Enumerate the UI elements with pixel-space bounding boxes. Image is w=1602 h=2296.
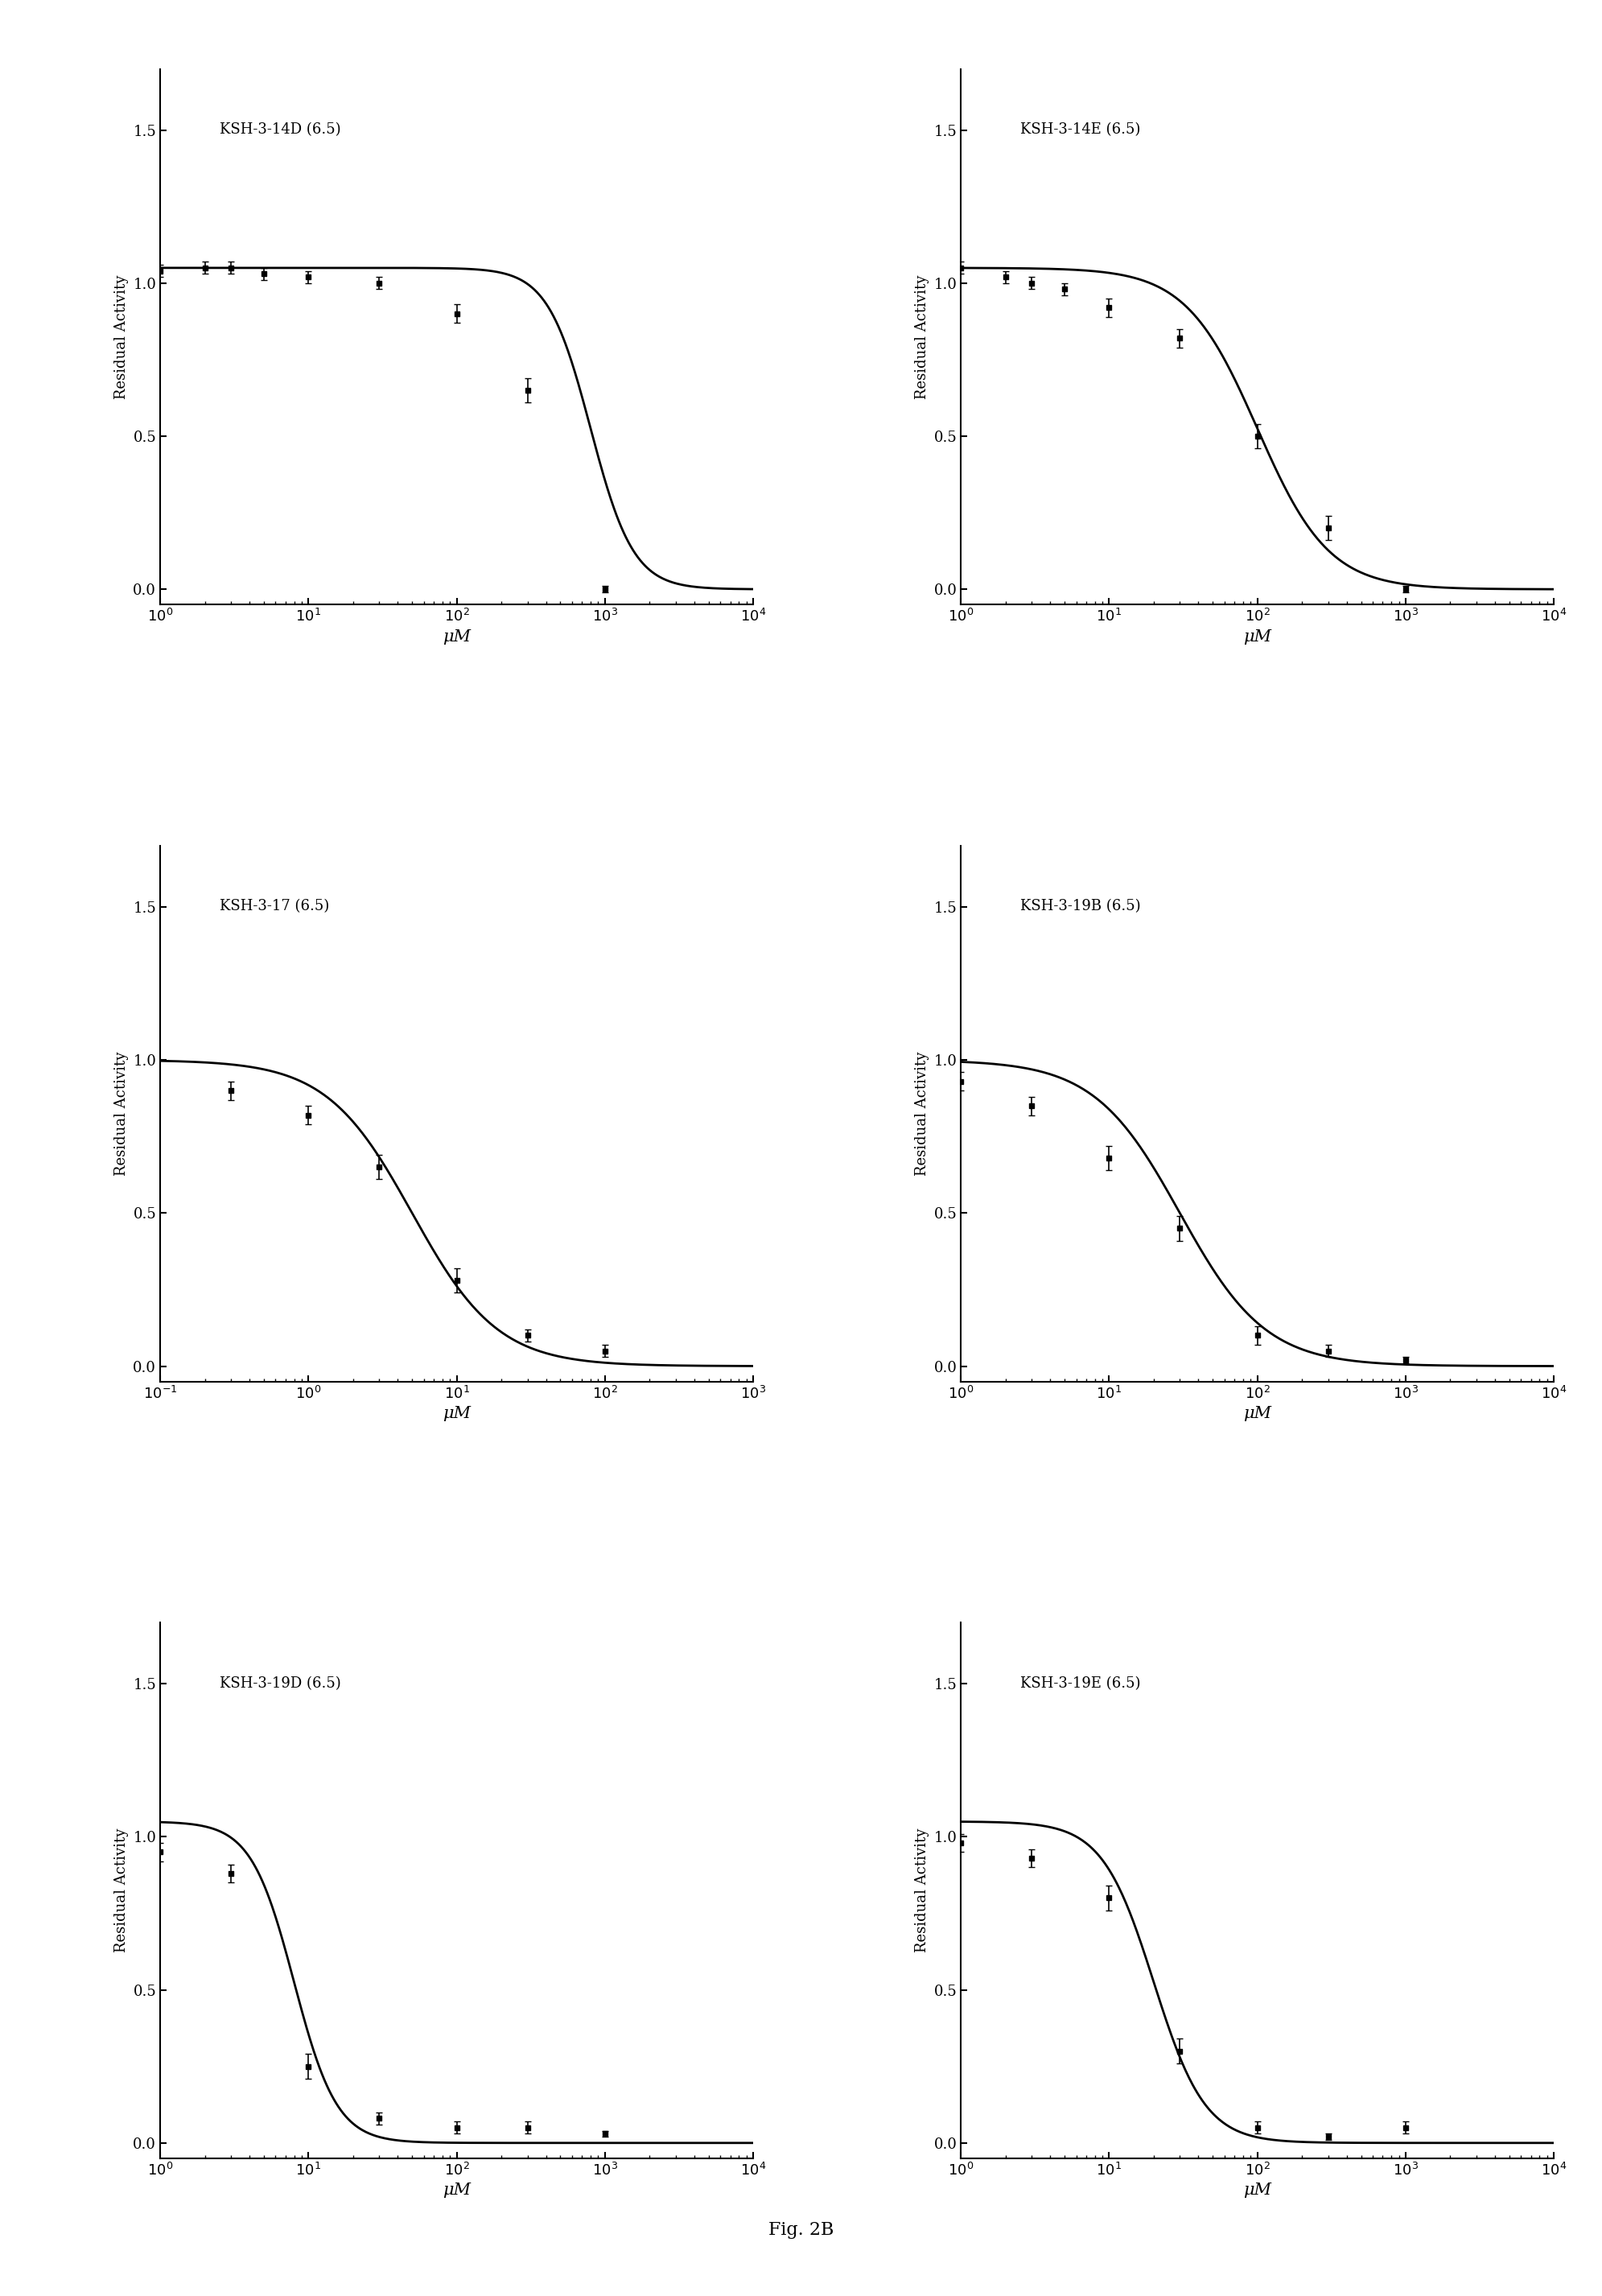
X-axis label: μM: μM — [1243, 1405, 1272, 1421]
Text: KSH-3-17 (6.5): KSH-3-17 (6.5) — [219, 900, 328, 914]
Text: Fig. 2B: Fig. 2B — [769, 2220, 833, 2239]
Text: KSH-3-19B (6.5): KSH-3-19B (6.5) — [1020, 900, 1141, 914]
Y-axis label: Residual Activity: Residual Activity — [114, 1052, 128, 1176]
Text: KSH-3-19D (6.5): KSH-3-19D (6.5) — [219, 1676, 341, 1690]
X-axis label: μM: μM — [442, 629, 471, 645]
X-axis label: μM: μM — [1243, 629, 1272, 645]
X-axis label: μM: μM — [442, 1405, 471, 1421]
Y-axis label: Residual Activity: Residual Activity — [114, 1828, 128, 1952]
Y-axis label: Residual Activity: Residual Activity — [114, 276, 128, 400]
Text: KSH-3-14D (6.5): KSH-3-14D (6.5) — [219, 122, 341, 138]
Y-axis label: Residual Activity: Residual Activity — [915, 1052, 929, 1176]
X-axis label: μM: μM — [442, 2183, 471, 2197]
Y-axis label: Residual Activity: Residual Activity — [915, 1828, 929, 1952]
Text: KSH-3-19E (6.5): KSH-3-19E (6.5) — [1020, 1676, 1141, 1690]
X-axis label: μM: μM — [1243, 2183, 1272, 2197]
Text: KSH-3-14E (6.5): KSH-3-14E (6.5) — [1020, 122, 1141, 138]
Y-axis label: Residual Activity: Residual Activity — [915, 276, 929, 400]
